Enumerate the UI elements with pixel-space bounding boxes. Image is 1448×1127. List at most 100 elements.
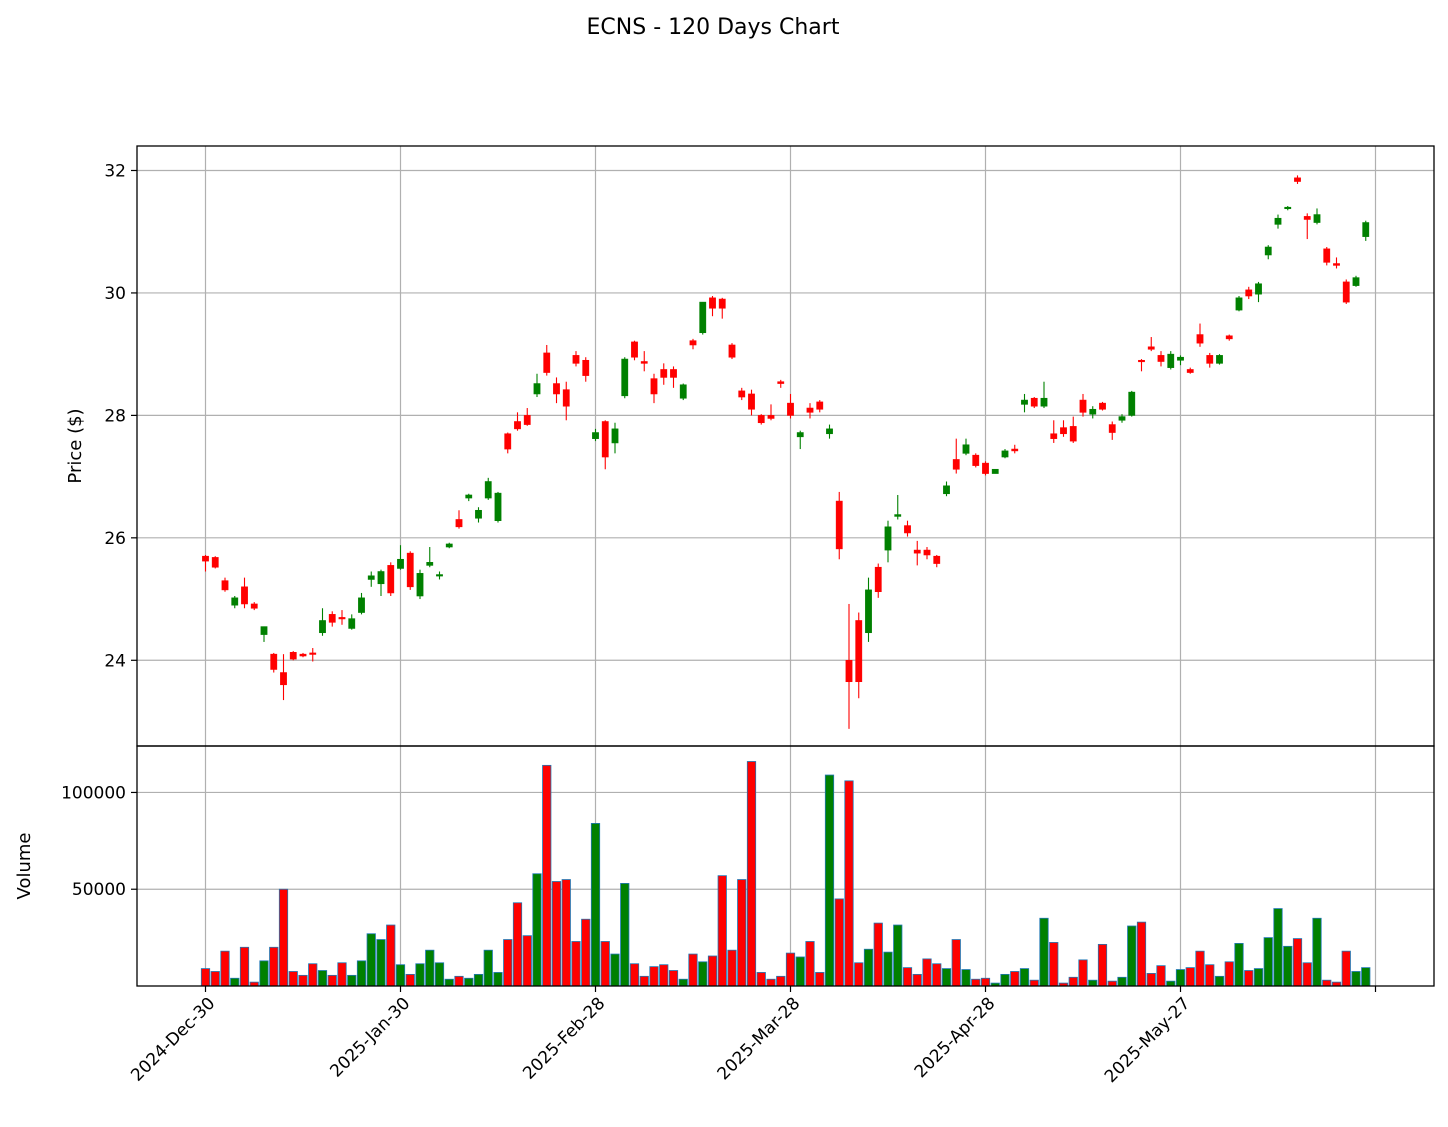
candle-body (533, 383, 541, 395)
volume-bar (581, 918, 591, 987)
candle-body (1099, 402, 1106, 410)
volume-bar (1127, 925, 1137, 987)
volume-bar (1283, 945, 1293, 987)
volume-bar (1049, 942, 1059, 987)
candle-body (406, 552, 414, 588)
volume-bar (590, 823, 601, 987)
volume-bar (200, 968, 211, 987)
candle-body (475, 509, 482, 519)
candle-body (738, 390, 746, 398)
candle-body (1108, 424, 1116, 433)
candle-body (416, 573, 424, 597)
x-axis: 2024-Dec-30 2025-Jan-30 2025-Feb-28 2025-Ma… (127, 986, 1377, 1087)
volume-bar (1195, 950, 1205, 987)
x-tick-label: 2024-Dec-30 (127, 994, 219, 1086)
volume-bar (1351, 971, 1361, 987)
volume-bar (824, 774, 835, 987)
candle-body (231, 597, 239, 606)
volume-bar (678, 978, 688, 987)
volume-bar (1175, 969, 1186, 987)
candle-body (631, 341, 638, 358)
volume-bar (932, 963, 942, 987)
candle-body (1216, 355, 1223, 364)
volume-bar (395, 964, 406, 987)
volume-bar (854, 962, 864, 987)
candle-body (465, 494, 473, 499)
candle-body (962, 444, 970, 454)
volume-bar (512, 902, 523, 987)
x-tick-label: 2025-Mar-28 (714, 994, 805, 1085)
volume-bar (1341, 950, 1351, 987)
candle-body (1128, 391, 1136, 416)
volume-bar (1039, 917, 1049, 987)
volume-bar (1312, 917, 1322, 987)
x-tick-label: 2025-Feb-28 (519, 994, 609, 1084)
volume-axis-label: Volume (14, 833, 35, 900)
volume-bar (1097, 943, 1108, 987)
candle-body (1255, 283, 1262, 295)
candle-body (982, 462, 989, 474)
candle-body (1040, 397, 1048, 407)
candle-body (1147, 346, 1155, 350)
volume-bar (337, 962, 347, 987)
candle-body (211, 557, 219, 568)
volume-bar (971, 978, 981, 987)
x-tick-label: 2025-Jan-30 (326, 994, 414, 1082)
candle-body (972, 454, 980, 466)
candle-body (250, 603, 258, 609)
volume-bar (1019, 968, 1030, 987)
volume-bar (571, 941, 581, 987)
candle-body (1352, 277, 1360, 286)
candle-body (358, 597, 365, 613)
volume-bar (1010, 971, 1020, 987)
candle-body (1294, 177, 1301, 182)
candle-body (221, 580, 229, 591)
volume-bar (220, 950, 230, 987)
volume-bar (269, 946, 279, 987)
volume-bar (434, 962, 445, 987)
volume-bar (415, 963, 425, 987)
price-tick-label: 30 (104, 284, 126, 304)
price-tick-label: 32 (104, 161, 126, 181)
x-tick-label: 2025-May-27 (1101, 994, 1194, 1087)
volume-bars (200, 761, 1371, 987)
volume-bar (873, 922, 883, 987)
volume-bar (1205, 964, 1215, 987)
volume-bar (327, 974, 337, 987)
candle-body (1050, 433, 1058, 439)
candle-body (991, 468, 999, 474)
candle-body (445, 543, 453, 548)
volume-bar (405, 973, 415, 987)
volume-bar (659, 964, 669, 987)
volume-bar (308, 963, 318, 987)
candle-body (1323, 248, 1331, 263)
volume-bar (1361, 967, 1371, 987)
candle-body (494, 492, 502, 521)
candle-body (709, 297, 716, 309)
candle-body (1177, 356, 1184, 361)
volume-bar (425, 949, 435, 987)
price-tick-label: 26 (104, 529, 126, 549)
volume-bar (1292, 938, 1303, 987)
volume-bar (1166, 980, 1176, 987)
volume-tick-label: 50000 (72, 880, 126, 900)
candle-body (650, 378, 658, 395)
volume-bar (444, 978, 454, 987)
candle-body (1313, 214, 1321, 223)
candle-body (1362, 222, 1370, 237)
candle-body (367, 575, 375, 580)
volume-bar (883, 951, 893, 987)
volume-bar (639, 975, 649, 987)
candle-body (504, 433, 512, 450)
volume-bar (522, 935, 532, 987)
candle-body (1001, 450, 1009, 458)
volume-bar (600, 941, 610, 987)
volume-bar (902, 967, 913, 987)
candle-body (718, 298, 726, 309)
candle-body (952, 459, 960, 470)
volume-bar (1244, 970, 1254, 987)
candle-body (1274, 217, 1282, 225)
volume-bar (834, 898, 844, 987)
candle-body (387, 565, 395, 594)
